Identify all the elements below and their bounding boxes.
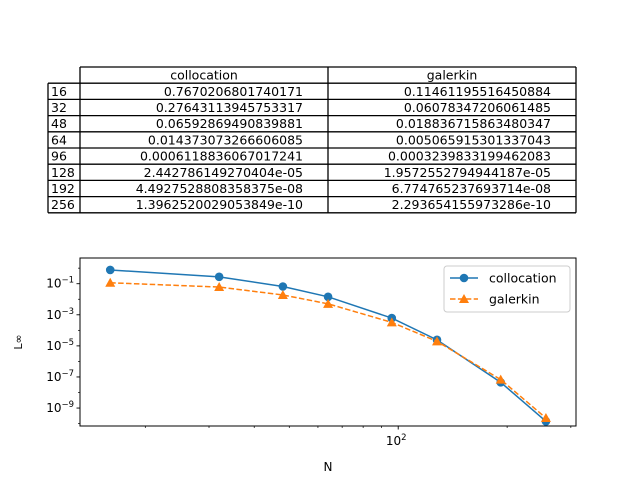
table-row-label: 256 — [51, 197, 75, 212]
data-point — [432, 336, 443, 346]
table-cell: 0.27643113945753317 — [156, 100, 303, 115]
table-cell: 4.4927528808358375e-08 — [136, 181, 303, 196]
data-point — [278, 282, 288, 291]
legend-label: galerkin — [489, 292, 540, 307]
table-cell: 1.3962520029053849e-10 — [136, 197, 303, 212]
data-point — [277, 289, 288, 299]
table-cell: 0.06078347206061485 — [404, 100, 551, 115]
table-cell: 2.293654155973286e-10 — [392, 197, 551, 212]
series-galerkin — [105, 277, 551, 422]
table-cell: 0.06592869490839881 — [156, 116, 303, 131]
data-point — [386, 317, 397, 327]
table-cell: 1.9572552794944187e-05 — [384, 165, 551, 180]
table-row-label: 32 — [51, 100, 67, 115]
table-row-label: 16 — [51, 84, 67, 99]
table-header-cell: galerkin — [427, 68, 478, 83]
x-tick-label: 102 — [386, 433, 407, 448]
y-tick-label: 10−5 — [46, 338, 74, 353]
table-row-label: 96 — [51, 149, 67, 164]
table-row-label: 64 — [51, 132, 67, 147]
table-cell: 2.442786149270404e-05 — [144, 165, 303, 180]
legend-label: collocation — [489, 271, 557, 286]
legend-marker — [459, 273, 469, 283]
table-row-label: 128 — [51, 165, 75, 180]
table-header-cell: collocation — [170, 68, 238, 83]
table-row-label: 192 — [51, 181, 75, 196]
y-tick-label: 10−9 — [46, 400, 74, 415]
series-line — [110, 282, 547, 419]
plot-frame — [79, 257, 577, 427]
table-cell: 0.7670206801740171 — [164, 84, 303, 99]
data-point — [214, 282, 225, 292]
data-point — [214, 272, 224, 282]
legend: collocation galerkin — [443, 265, 571, 313]
table-cell: 6.774765237693714e-08 — [392, 181, 551, 196]
data-point — [495, 374, 506, 384]
table-cell: 0.005065915301337043 — [396, 132, 551, 147]
data-point — [323, 298, 334, 308]
table-cell: 0.11461195516450884 — [404, 84, 551, 99]
data-point — [105, 277, 116, 287]
table-cell: 0.0006118836067017241 — [140, 149, 303, 164]
table-row-label: 48 — [51, 116, 67, 131]
y-tick-label: 10−3 — [46, 307, 74, 322]
log-log-plot: 102 10−1 10−3 10−5 10−7 10−9 N L∞ collocation gal… — [12, 257, 577, 474]
y-tick-label: 10−1 — [46, 276, 74, 291]
y-axis-label: L∞ — [12, 334, 25, 349]
data-point — [540, 412, 551, 422]
x-axis-label: N — [324, 460, 333, 474]
legend-marker — [459, 294, 469, 303]
series-line — [110, 269, 547, 422]
table-cell: 0.0003239833199462083 — [388, 149, 551, 164]
table-cell: 0.018836715863480347 — [396, 116, 551, 131]
data-point — [323, 292, 333, 302]
data-point — [105, 265, 115, 275]
table-cell: 0.014373073266606085 — [148, 132, 303, 147]
y-tick-label: 10−7 — [46, 369, 74, 384]
